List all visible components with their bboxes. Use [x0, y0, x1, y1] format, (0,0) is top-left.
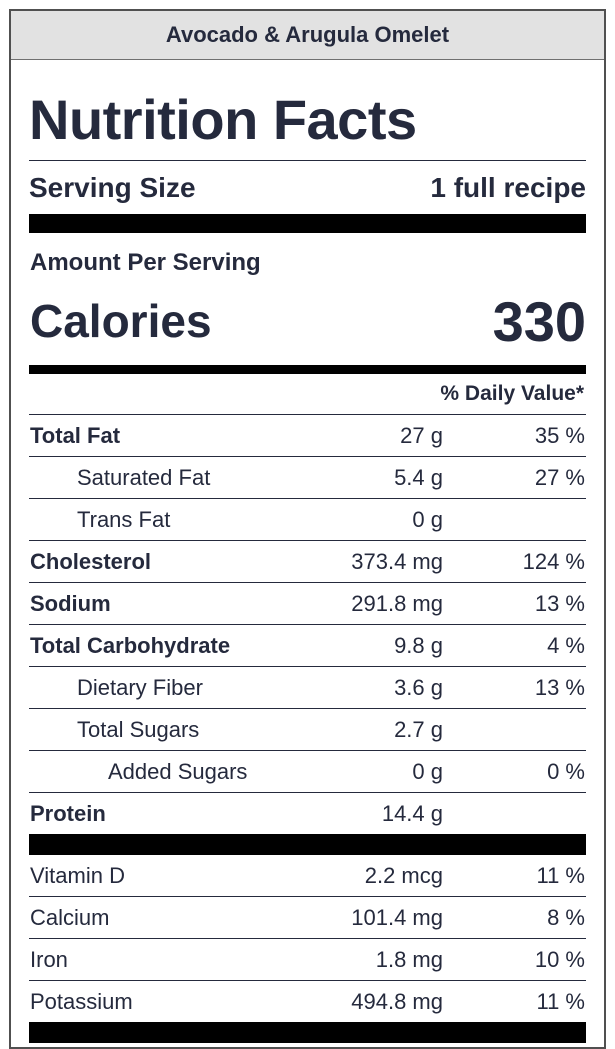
nutrient-name: Cholesterol — [30, 548, 152, 574]
nutrition-facts-heading: Nutrition Facts — [29, 88, 417, 151]
nutrient-name: Total Carbohydrate — [30, 632, 231, 658]
nutrient-amount: 3.6 g — [394, 674, 443, 700]
nutrient-name: Trans Fat — [77, 506, 171, 532]
nutrition-label: Avocado & Arugula Omelet Nutrition Facts… — [9, 9, 606, 1049]
nutrient-row-protein: Protein 14.4 g — [29, 792, 586, 834]
vitamin-amount: 101.4 mg — [351, 904, 443, 930]
vitamin-amount: 1.8 mg — [375, 946, 443, 972]
thick-divider — [29, 214, 586, 233]
serving-size-value: 1 full recipe — [430, 171, 586, 203]
vitamin-percent: 10 % — [534, 946, 585, 972]
nutrient-amount: 0 g — [412, 506, 443, 532]
nutrient-row-dietary-fiber: Dietary Fiber 3.6 g 13 % — [29, 666, 586, 708]
vitamin-row-calcium: Calcium 101.4 mg 8 % — [29, 896, 586, 938]
nutrient-amount: 9.8 g — [394, 632, 443, 658]
nutrient-row-added-sugars: Added Sugars 0 g 0 % — [29, 750, 586, 792]
vitamin-name: Calcium — [30, 904, 110, 930]
nutrient-name: Sodium — [30, 590, 111, 616]
vitamin-name: Vitamin D — [30, 862, 125, 888]
serving-size-row: Serving Size 1 full recipe — [29, 161, 586, 214]
nutrient-amount: 2.7 g — [394, 716, 443, 742]
label-content: Nutrition Facts Serving Size 1 full reci… — [11, 92, 604, 1043]
amount-per-serving: Amount Per Serving — [30, 249, 261, 276]
nutrient-amount: 0 g — [412, 758, 443, 784]
nutrient-name: Total Sugars — [77, 716, 200, 742]
calories-row: Calories 330 — [29, 277, 586, 365]
nutrient-row-total-carbohydrate: Total Carbohydrate 9.8 g 4 % — [29, 624, 586, 666]
nutrient-percent: 0 % — [547, 758, 585, 784]
vitamin-percent: 11 % — [536, 988, 585, 1014]
nutrient-name: Added Sugars — [108, 758, 248, 784]
vitamin-row-vitamin-d: Vitamin D 2.2 mcg 11 % — [29, 855, 586, 896]
nutrient-row-total-fat: Total Fat 27 g 35 % — [29, 414, 586, 456]
nutrient-percent: 27 % — [534, 464, 585, 490]
recipe-title: Avocado & Arugula Omelet — [11, 11, 604, 60]
nutrient-amount: 291.8 mg — [351, 590, 443, 616]
nutrient-percent: 124 % — [522, 548, 585, 574]
nutrient-name: Total Fat — [30, 422, 121, 448]
vitamin-row-potassium: Potassium 494.8 mg 11 % — [29, 980, 586, 1022]
nutrient-row-sodium: Sodium 291.8 mg 13 % — [29, 582, 586, 624]
nutrient-name: Protein — [30, 800, 106, 826]
nutrient-row-total-sugars: Total Sugars 2.7 g — [29, 708, 586, 750]
divider — [29, 160, 586, 161]
daily-value-header: % Daily Value* — [440, 382, 584, 405]
nutrient-amount: 5.4 g — [394, 464, 443, 490]
thick-divider — [29, 1022, 586, 1043]
nutrient-percent: 13 % — [534, 590, 585, 616]
nutrient-row-cholesterol: Cholesterol 373.4 mg 124 % — [29, 540, 586, 582]
thick-divider — [29, 834, 586, 855]
nutrient-percent: 4 % — [547, 632, 585, 658]
vitamin-amount: 2.2 mcg — [364, 862, 443, 888]
nutrient-row-trans-fat: Trans Fat 0 g — [29, 498, 586, 540]
nutrient-amount: 373.4 mg — [351, 548, 443, 574]
nutrient-row-saturated-fat: Saturated Fat 5.4 g 27 % — [29, 456, 586, 498]
nutrient-amount: 27 g — [400, 422, 443, 448]
vitamin-percent: 11 % — [536, 862, 585, 888]
calories-value: 330 — [492, 289, 586, 353]
calories-label: Calories — [30, 295, 212, 347]
vitamin-row-iron: Iron 1.8 mg 10 % — [29, 938, 586, 980]
vitamin-amount: 494.8 mg — [351, 988, 443, 1014]
nutrient-percent: 35 % — [534, 422, 585, 448]
vitamin-percent: 8 % — [547, 904, 585, 930]
nutrient-percent: 13 % — [534, 674, 585, 700]
nutrient-name: Saturated Fat — [77, 464, 211, 490]
nutrient-amount: 14.4 g — [381, 800, 443, 826]
nutrient-name: Dietary Fiber — [77, 674, 203, 700]
vitamin-name: Iron — [30, 946, 68, 972]
serving-size-label: Serving Size — [29, 171, 196, 203]
medium-divider — [29, 365, 586, 374]
vitamin-name: Potassium — [30, 988, 133, 1014]
